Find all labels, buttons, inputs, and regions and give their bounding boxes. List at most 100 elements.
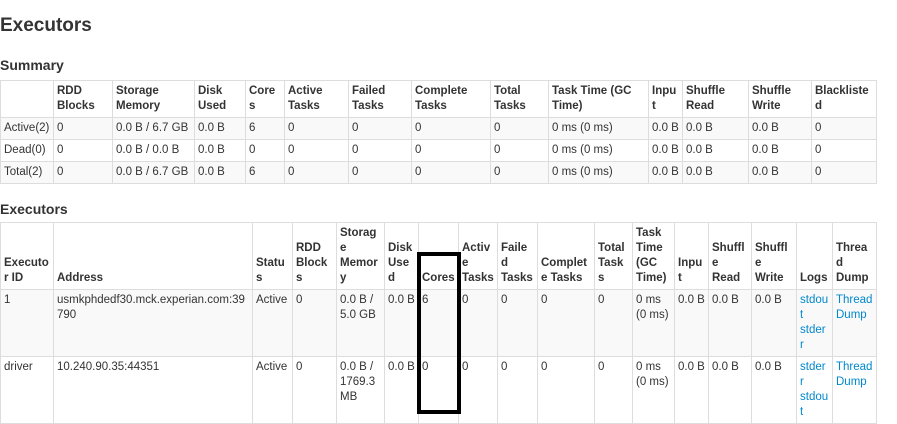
summary-cell: 0.0 B [682, 161, 749, 184]
logs-cell: stdout stderr [796, 289, 833, 357]
executors-header: Task Time (GC Time) [632, 222, 675, 290]
executor-cell: 0 [497, 289, 538, 357]
executor-cell: 0.0 B [384, 289, 419, 357]
summary-cell: 0.0 B [648, 161, 683, 184]
summary-cell: 0 [53, 161, 113, 184]
summary-cell: 0.0 B [194, 139, 246, 162]
executors-header: Active Tasks [458, 222, 498, 290]
summary-cell: 0.0 B [682, 139, 749, 162]
summary-table: RDD Blocks Storage Memory Disk Used Cores Ac… [0, 80, 877, 184]
summary-cell: 0.0 B / 6.7 GB [112, 161, 195, 184]
executor-cell: 0.0 B [674, 289, 709, 357]
summary-cell: 0.0 B [648, 139, 683, 162]
executors-table-wrapper: Executor ID Address Status RDD Blocks Storag… [0, 222, 877, 424]
executor-cell: 0 [497, 356, 538, 424]
summary-cell: 0 [490, 161, 549, 184]
executors-header: Thread Dump [832, 222, 877, 290]
summary-cell: 0 [284, 139, 349, 162]
executors-header: Cores [418, 222, 459, 290]
executor-cell: 0 [418, 356, 459, 424]
executors-header-row: Executor ID Address Status RDD Blocks Storag… [0, 222, 877, 290]
executor-cell: 0 ms (0 ms) [632, 356, 675, 424]
executor-cell: 10.240.90.35:44351 [53, 356, 253, 424]
executors-header: Complete Tasks [537, 222, 595, 290]
summary-header: Task Time (GC Time) [548, 80, 649, 118]
executor-cell: 0.0 B [674, 356, 709, 424]
executors-header: Shuffle Write [751, 222, 797, 290]
executors-header: Logs [796, 222, 833, 290]
summary-cell: 0 [348, 117, 412, 140]
summary-cell: 0 [811, 161, 877, 184]
executor-cell: 0 [594, 356, 633, 424]
executors-header: Executor ID [0, 222, 54, 290]
summary-cell: 0 [490, 117, 549, 140]
summary-cell: 0 [284, 161, 349, 184]
summary-header: Shuffle Write [748, 80, 812, 118]
summary-cell: 0 [411, 117, 491, 140]
summary-header: Complete Tasks [411, 80, 491, 118]
thread-dump-cell: Thread Dump [832, 289, 877, 357]
summary-cell: 0 [411, 139, 491, 162]
thread-dump-cell: Thread Dump [832, 356, 877, 424]
executor-cell: 0 [458, 289, 498, 357]
thread-dump-link[interactable]: Thread Dump [836, 361, 873, 388]
summary-cell: 0 [348, 139, 412, 162]
summary-header: Failed Tasks [348, 80, 412, 118]
executors-header: RDD Blocks [292, 222, 337, 290]
thread-dump-link[interactable]: Thread Dump [836, 294, 873, 321]
executor-cell: 6 [418, 289, 459, 357]
summary-header: Active Tasks [284, 80, 349, 118]
summary-cell: 0.0 B [194, 161, 246, 184]
table-row: driver 10.240.90.35:44351 Active 0 0.0 B / 1… [0, 356, 877, 424]
summary-cell: 0 [53, 117, 113, 140]
summary-header: Shuffle Read [682, 80, 749, 118]
executor-cell: Active [252, 289, 293, 357]
summary-header: Storage Memory [112, 80, 195, 118]
summary-cell: 0 [411, 161, 491, 184]
log-link-stdout[interactable]: stdout [800, 294, 829, 321]
summary-cell: 0 [53, 139, 113, 162]
executors-header: Total Tasks [594, 222, 633, 290]
executor-cell: 0.0 B / 1769.3 MB [336, 356, 385, 424]
executors-header: Status [252, 222, 293, 290]
summary-cell: 0.0 B [648, 117, 683, 140]
executors-header: Storage Memory [336, 222, 385, 290]
executor-cell: 0.0 B [384, 356, 419, 424]
summary-cell: 0.0 B [748, 117, 812, 140]
summary-cell: 0 [348, 161, 412, 184]
summary-heading: Summary [0, 57, 64, 73]
executor-cell: 0 [458, 356, 498, 424]
log-link-stderr[interactable]: stderr [800, 361, 826, 388]
executor-cell: 1 [0, 289, 54, 357]
executors-header: Input [674, 222, 709, 290]
summary-cell: 6 [245, 117, 285, 140]
executor-cell: 0.0 B [751, 356, 797, 424]
summary-cell: Active(2) [0, 117, 54, 140]
summary-cell: 0 [811, 117, 877, 140]
summary-cell: Dead(0) [0, 139, 54, 162]
executor-cell: 0.0 B [751, 289, 797, 357]
summary-cell: 0 ms (0 ms) [548, 161, 649, 184]
summary-cell: 0.0 B / 0.0 B [112, 139, 195, 162]
executor-cell: driver [0, 356, 54, 424]
summary-header-row: RDD Blocks Storage Memory Disk Used Cores Ac… [0, 80, 877, 118]
log-link-stdout[interactable]: stdout [800, 391, 829, 418]
summary-cell: 0 [284, 117, 349, 140]
summary-cell: 0 [490, 139, 549, 162]
executor-cell: 0.0 B [708, 356, 752, 424]
executors-header: Shuffle Read [708, 222, 752, 290]
executor-cell: 0 ms (0 ms) [632, 289, 675, 357]
executor-cell: 0 [292, 289, 337, 357]
summary-header [0, 80, 54, 118]
log-link-stderr[interactable]: stderr [800, 324, 826, 351]
summary-cell: 6 [245, 161, 285, 184]
summary-cell: 0 [811, 139, 877, 162]
summary-cell: 0.0 B [682, 117, 749, 140]
summary-cell: 0.0 B [194, 117, 246, 140]
summary-cell: 0 ms (0 ms) [548, 117, 649, 140]
logs-cell: stderr stdout [796, 356, 833, 424]
executors-header: Address [53, 222, 253, 290]
executor-cell: usmkphdedf30.mck.experian.com:39790 [53, 289, 253, 357]
